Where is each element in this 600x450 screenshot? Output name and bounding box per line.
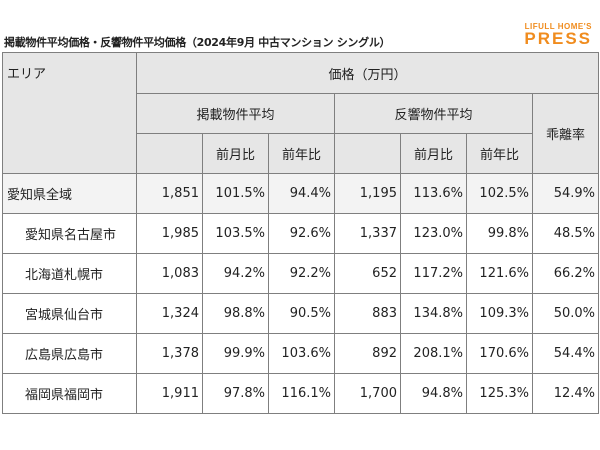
table-title: 掲載物件平均価格・反響物件平均価格（2024年9月 中古マンション シングル） — [4, 36, 391, 49]
response-yoy-header: 前年比 — [466, 133, 533, 174]
response-avg-cell: 892 — [334, 333, 401, 374]
listing-avg-cell: 1,851 — [136, 173, 203, 214]
listing-avg-cell: 1,911 — [136, 373, 203, 414]
response-mom-cell: 94.8% — [400, 373, 467, 414]
area-name-cell: 福岡県福岡市 — [2, 373, 137, 414]
response-avg-cell: 1,337 — [334, 213, 401, 254]
response-avg-header: 反響物件平均 — [334, 93, 533, 134]
table-row: 広島県広島市 1,378 99.9% 103.6% 892 208.1% 170.6% 54.… — [2, 333, 599, 374]
response-blank-header — [334, 133, 401, 174]
response-avg-cell: 652 — [334, 253, 401, 294]
listing-yoy-cell: 94.4% — [268, 173, 335, 214]
response-avg-cell: 1,700 — [334, 373, 401, 414]
response-yoy-cell: 170.6% — [466, 333, 533, 374]
logo-small-text: LIFULL HOME'S — [524, 22, 592, 31]
response-avg-cell: 1,195 — [334, 173, 401, 214]
listing-avg-header: 掲載物件平均 — [136, 93, 335, 134]
response-yoy-cell: 109.3% — [466, 293, 533, 334]
response-yoy-cell: 121.6% — [466, 253, 533, 294]
listing-avg-cell: 1,083 — [136, 253, 203, 294]
listing-blank-header — [136, 133, 203, 174]
listing-yoy-header: 前年比 — [268, 133, 335, 174]
area-header: エリア — [2, 52, 137, 174]
response-mom-cell: 134.8% — [400, 293, 467, 334]
table-row: 宮城県仙台市 1,324 98.8% 90.5% 883 134.8% 109.3% 50.0… — [2, 293, 599, 334]
listing-yoy-cell: 90.5% — [268, 293, 335, 334]
area-name-cell: 愛知県全域 — [2, 173, 137, 214]
response-avg-cell: 883 — [334, 293, 401, 334]
table-row: 北海道札幌市 1,083 94.2% 92.2% 652 117.2% 121.6% 66.2… — [2, 253, 599, 294]
response-mom-cell: 113.6% — [400, 173, 467, 214]
response-mom-cell: 123.0% — [400, 213, 467, 254]
logo-big-text: PRESS — [524, 29, 592, 48]
area-name-cell: 北海道札幌市 — [2, 253, 137, 294]
gap-rate-header: 乖離率 — [532, 93, 599, 174]
table-row: 福岡県福岡市 1,911 97.8% 116.1% 1,700 94.8% 125.3% 12… — [2, 373, 599, 414]
gap-rate-cell: 12.4% — [532, 373, 599, 414]
listing-yoy-cell: 92.6% — [268, 213, 335, 254]
table-row: 愛知県名古屋市 1,985 103.5% 92.6% 1,337 123.0% 99.8% 4… — [2, 213, 599, 254]
response-yoy-cell: 102.5% — [466, 173, 533, 214]
listing-mom-cell: 94.2% — [202, 253, 269, 294]
price-header: 価格（万円） — [136, 52, 599, 94]
listing-mom-cell: 101.5% — [202, 173, 269, 214]
gap-rate-cell: 48.5% — [532, 213, 599, 254]
brand-logo: LIFULL HOME'S PRESS — [524, 22, 592, 47]
response-yoy-cell: 99.8% — [466, 213, 533, 254]
listing-avg-cell: 1,985 — [136, 213, 203, 254]
response-mom-cell: 117.2% — [400, 253, 467, 294]
area-name-cell: 宮城県仙台市 — [2, 293, 137, 334]
listing-avg-cell: 1,324 — [136, 293, 203, 334]
response-mom-header: 前月比 — [400, 133, 467, 174]
table-row: 愛知県全域 1,851 101.5% 94.4% 1,195 113.6% 102.5% 54… — [2, 173, 599, 214]
gap-rate-cell: 66.2% — [532, 253, 599, 294]
listing-yoy-cell: 116.1% — [268, 373, 335, 414]
area-name-cell: 愛知県名古屋市 — [2, 213, 137, 254]
gap-rate-cell: 54.9% — [532, 173, 599, 214]
listing-yoy-cell: 92.2% — [268, 253, 335, 294]
response-mom-cell: 208.1% — [400, 333, 467, 374]
listing-yoy-cell: 103.6% — [268, 333, 335, 374]
listing-mom-cell: 97.8% — [202, 373, 269, 414]
listing-mom-header: 前月比 — [202, 133, 269, 174]
gap-rate-cell: 50.0% — [532, 293, 599, 334]
listing-mom-cell: 98.8% — [202, 293, 269, 334]
response-yoy-cell: 125.3% — [466, 373, 533, 414]
gap-rate-cell: 54.4% — [532, 333, 599, 374]
listing-avg-cell: 1,378 — [136, 333, 203, 374]
area-name-cell: 広島県広島市 — [2, 333, 137, 374]
listing-mom-cell: 99.9% — [202, 333, 269, 374]
price-table: エリア 価格（万円） 掲載物件平均 反響物件平均 乖離率 前月比 前年比 前月比… — [2, 52, 599, 414]
listing-mom-cell: 103.5% — [202, 213, 269, 254]
